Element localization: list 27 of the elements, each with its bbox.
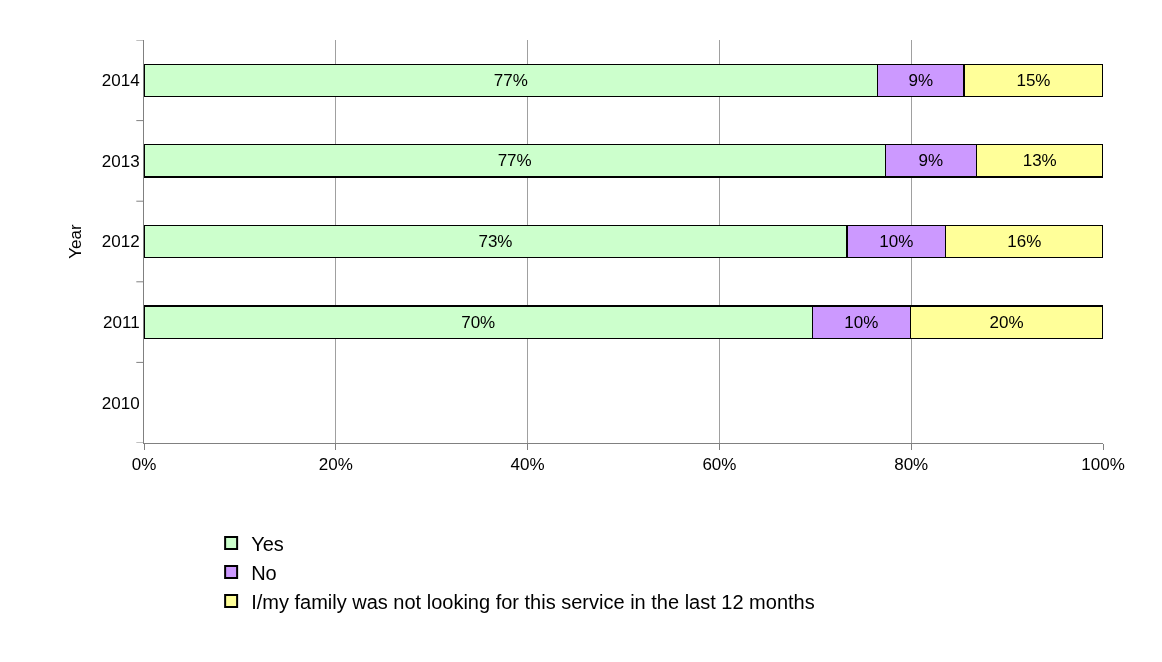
data-label: 73% bbox=[478, 232, 513, 251]
data-label: 77% bbox=[497, 151, 532, 171]
data-label: 16% bbox=[1007, 232, 1042, 251]
x-tick-label: 60% bbox=[702, 455, 737, 475]
data-label: 70% bbox=[461, 312, 496, 332]
x-tick-label: 0% bbox=[131, 455, 157, 475]
legend-label: I/my family was not looking for this service in the last 12 months bbox=[251, 590, 815, 613]
legend-label: No bbox=[251, 561, 277, 584]
y-tick-label: 2013 bbox=[101, 151, 140, 171]
legend-label: Yes bbox=[251, 532, 284, 555]
data-label: 9% bbox=[918, 151, 944, 171]
y-tick-label: 2011 bbox=[103, 313, 140, 333]
data-label: 9% bbox=[908, 70, 934, 90]
data-label: 10% bbox=[844, 312, 879, 332]
x-tick-label: 40% bbox=[510, 455, 545, 475]
y-tick-label: 2012 bbox=[101, 232, 140, 252]
data-label: 15% bbox=[1016, 70, 1051, 90]
x-tick-label: 80% bbox=[894, 455, 929, 475]
y-tick-label: 2014 bbox=[101, 71, 140, 91]
x-tick-label: 100% bbox=[1081, 455, 1125, 475]
data-label: 77% bbox=[493, 70, 528, 90]
x-tick-label: 20% bbox=[318, 455, 353, 475]
data-label: 10% bbox=[879, 232, 914, 251]
y-axis-title: Year bbox=[66, 223, 86, 259]
data-label: 13% bbox=[1022, 151, 1057, 171]
data-label: 20% bbox=[989, 312, 1024, 332]
y-tick-label: 2010 bbox=[101, 393, 140, 413]
